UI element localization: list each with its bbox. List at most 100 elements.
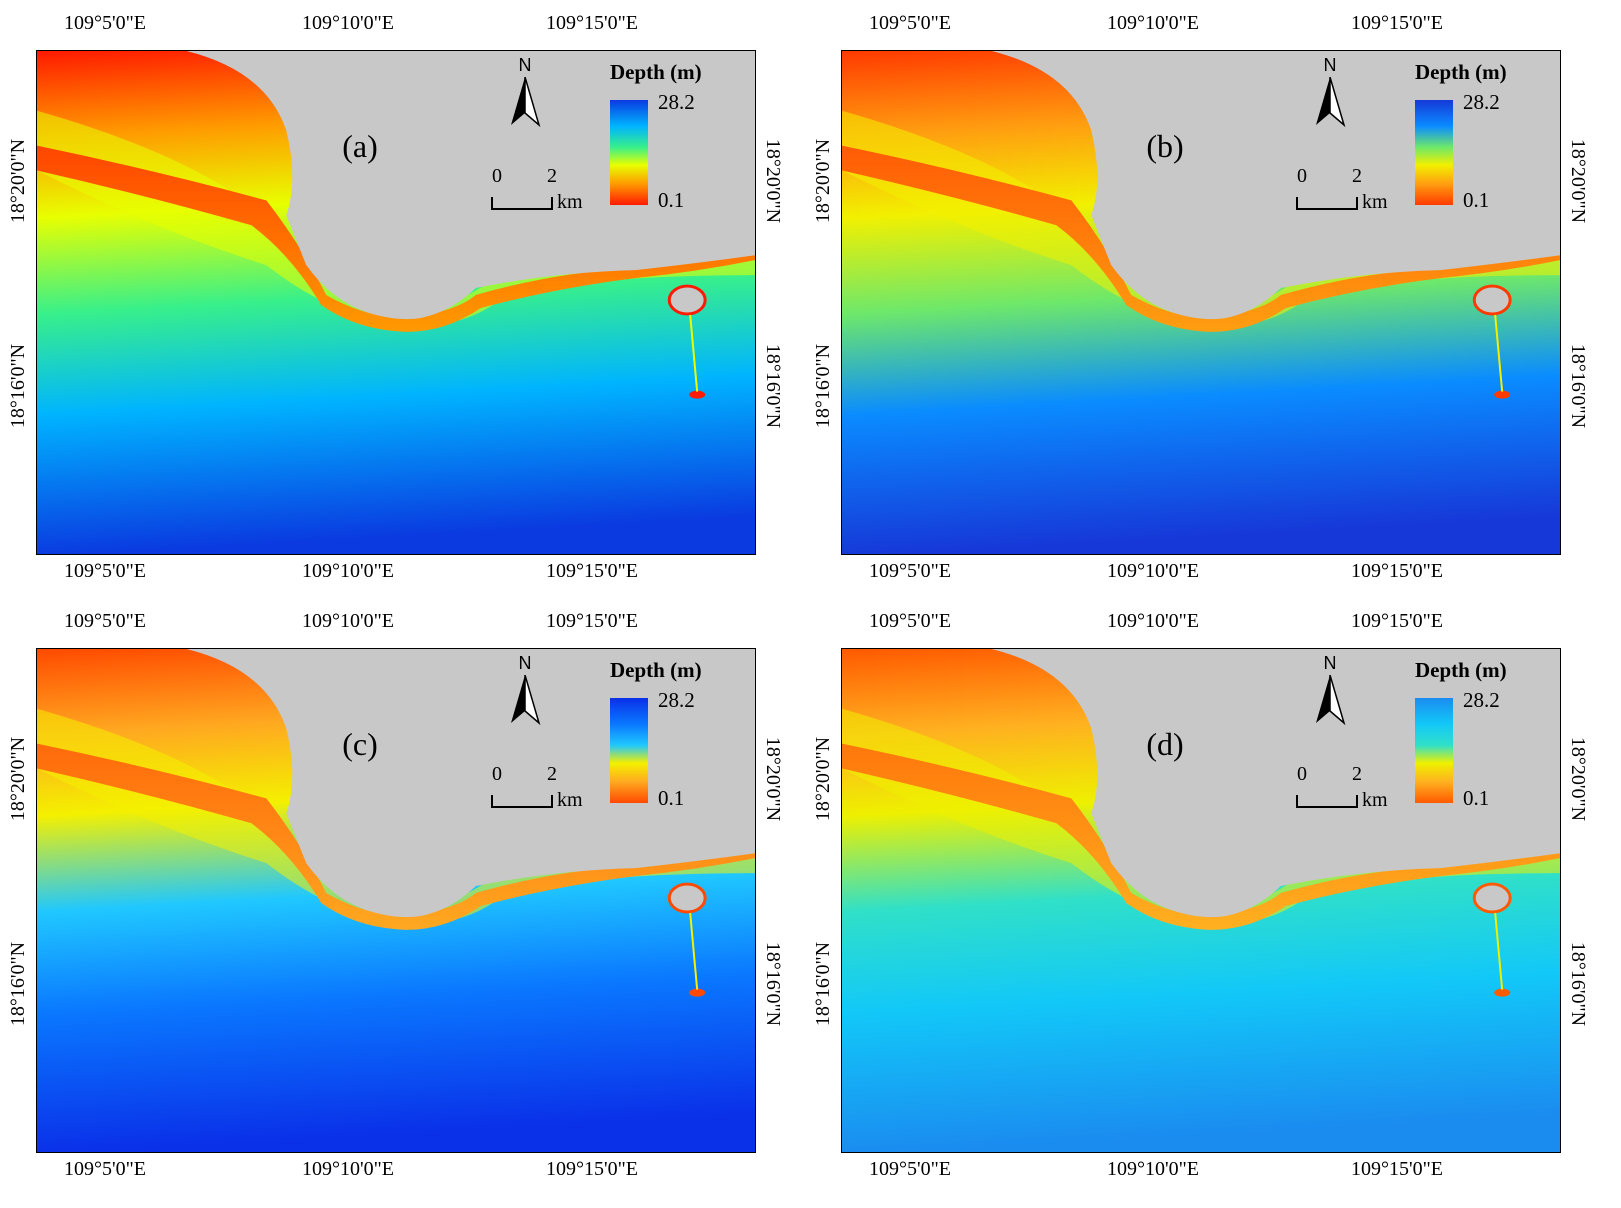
map-panel: 109°5'0"E 109°10'0"E 109°15'0"E 18°20'0"…	[0, 0, 800, 590]
scale-bar: 0 2 km	[1295, 165, 1425, 215]
harbor-basin	[1472, 284, 1512, 316]
scale-tick-label: 2	[547, 165, 557, 187]
legend-min-value: 0.1	[658, 188, 685, 212]
legend-color-ramp	[1415, 698, 1453, 803]
panel-label: (b)	[1146, 128, 1184, 164]
right-latitude-label: 18°16'0"N	[1567, 343, 1589, 429]
scale-tick-label: 0	[492, 763, 502, 785]
depth-legend: Depth (m) 28.2 0.1	[610, 60, 740, 220]
depth-legend: Depth (m) 28.2 0.1	[1415, 60, 1545, 220]
left-latitude-label: 18°16'0"N	[812, 941, 834, 1027]
scale-unit: km	[557, 789, 583, 811]
left-latitude-label: 18°20'0"N	[7, 736, 29, 822]
legend-color-ramp	[610, 100, 648, 205]
north-letter: N	[518, 55, 532, 75]
scale-unit: km	[1362, 789, 1388, 811]
top-longitude-label: 109°15'0"E	[546, 12, 638, 34]
harbor-basin	[1472, 882, 1512, 914]
scale-unit: km	[557, 191, 583, 213]
bottom-longitude-label: 109°15'0"E	[1351, 1158, 1443, 1180]
causeway	[689, 314, 699, 392]
scale-bar-line	[1296, 795, 1358, 808]
offshore-islet	[689, 988, 706, 997]
left-latitude-label: 18°16'0"N	[7, 343, 29, 429]
north-letter: N	[518, 653, 532, 673]
scale-bar-line	[1296, 197, 1358, 210]
top-longitude-label: 109°15'0"E	[546, 610, 638, 632]
top-longitude-label: 109°5'0"E	[869, 12, 951, 34]
right-latitude-label: 18°20'0"N	[762, 736, 784, 822]
coastline-shallow-band	[37, 649, 755, 930]
legend-title: Depth (m)	[610, 658, 702, 682]
harbor-basin	[667, 284, 707, 316]
legend-min-value: 0.1	[1463, 786, 1490, 810]
scale-bar: 0 2 km	[490, 763, 620, 813]
legend-min-value: 0.1	[658, 786, 685, 810]
map-panel: 109°5'0"E 109°10'0"E 109°15'0"E 18°20'0"…	[805, 598, 1605, 1188]
legend-min-value: 0.1	[1463, 188, 1490, 212]
scale-bar-line	[491, 197, 553, 210]
top-longitude-label: 109°5'0"E	[64, 12, 146, 34]
north-arrow-icon	[511, 675, 541, 725]
north-letter: N	[1323, 653, 1337, 673]
north-arrow: N	[505, 55, 545, 135]
right-latitude-label: 18°20'0"N	[762, 138, 784, 224]
scale-tick-label: 2	[1352, 763, 1362, 785]
depth-legend: Depth (m) 28.2 0.1	[1415, 658, 1545, 818]
bottom-longitude-label: 109°10'0"E	[302, 1158, 394, 1180]
legend-title: Depth (m)	[610, 60, 702, 84]
bottom-longitude-label: 109°15'0"E	[1351, 560, 1443, 582]
coastline-shallow-band	[842, 51, 1560, 332]
legend-color-ramp	[610, 698, 648, 803]
causeway	[689, 912, 699, 990]
scale-tick-label: 2	[1352, 165, 1362, 187]
top-longitude-label: 109°10'0"E	[302, 610, 394, 632]
top-longitude-label: 109°10'0"E	[302, 12, 394, 34]
panel-label: (a)	[342, 128, 378, 164]
right-latitude-label: 18°16'0"N	[762, 343, 784, 429]
north-letter: N	[1323, 55, 1337, 75]
left-latitude-label: 18°16'0"N	[7, 941, 29, 1027]
left-latitude-label: 18°20'0"N	[812, 736, 834, 822]
legend-max-value: 28.2	[1463, 90, 1500, 114]
causeway	[1494, 314, 1504, 392]
top-longitude-label: 109°10'0"E	[1107, 610, 1199, 632]
legend-max-value: 28.2	[1463, 688, 1500, 712]
offshore-islet	[1494, 390, 1511, 399]
right-latitude-label: 18°16'0"N	[1567, 941, 1589, 1027]
top-longitude-label: 109°15'0"E	[1351, 610, 1443, 632]
north-arrow: N	[1310, 653, 1350, 733]
scale-tick-label: 0	[492, 165, 502, 187]
scale-bar: 0 2 km	[490, 165, 620, 215]
north-arrow: N	[505, 653, 545, 733]
scale-bar-line	[491, 795, 553, 808]
causeway	[1494, 912, 1504, 990]
right-latitude-label: 18°16'0"N	[762, 941, 784, 1027]
left-latitude-label: 18°20'0"N	[7, 138, 29, 224]
offshore-islet	[689, 390, 706, 399]
bottom-longitude-label: 109°10'0"E	[1107, 1158, 1199, 1180]
north-arrow: N	[1310, 55, 1350, 135]
right-latitude-label: 18°20'0"N	[1567, 138, 1589, 224]
scale-bar: 0 2 km	[1295, 763, 1425, 813]
scale-tick-label: 2	[547, 763, 557, 785]
north-arrow-icon	[1316, 675, 1346, 725]
coastline-shallow-band	[842, 649, 1560, 930]
bottom-longitude-label: 109°5'0"E	[64, 1158, 146, 1180]
scale-tick-label: 0	[1297, 165, 1307, 187]
top-longitude-label: 109°10'0"E	[1107, 12, 1199, 34]
bottom-longitude-label: 109°15'0"E	[546, 560, 638, 582]
top-longitude-label: 109°15'0"E	[1351, 12, 1443, 34]
left-latitude-label: 18°20'0"N	[812, 138, 834, 224]
legend-color-ramp	[1415, 100, 1453, 205]
offshore-islet	[1494, 988, 1511, 997]
bottom-longitude-label: 109°15'0"E	[546, 1158, 638, 1180]
right-latitude-label: 18°20'0"N	[1567, 736, 1589, 822]
legend-max-value: 28.2	[658, 90, 695, 114]
top-longitude-label: 109°5'0"E	[869, 610, 951, 632]
scale-tick-label: 0	[1297, 763, 1307, 785]
north-arrow-icon	[511, 77, 541, 127]
top-longitude-label: 109°5'0"E	[64, 610, 146, 632]
legend-title: Depth (m)	[1415, 658, 1507, 682]
bottom-longitude-label: 109°10'0"E	[302, 560, 394, 582]
